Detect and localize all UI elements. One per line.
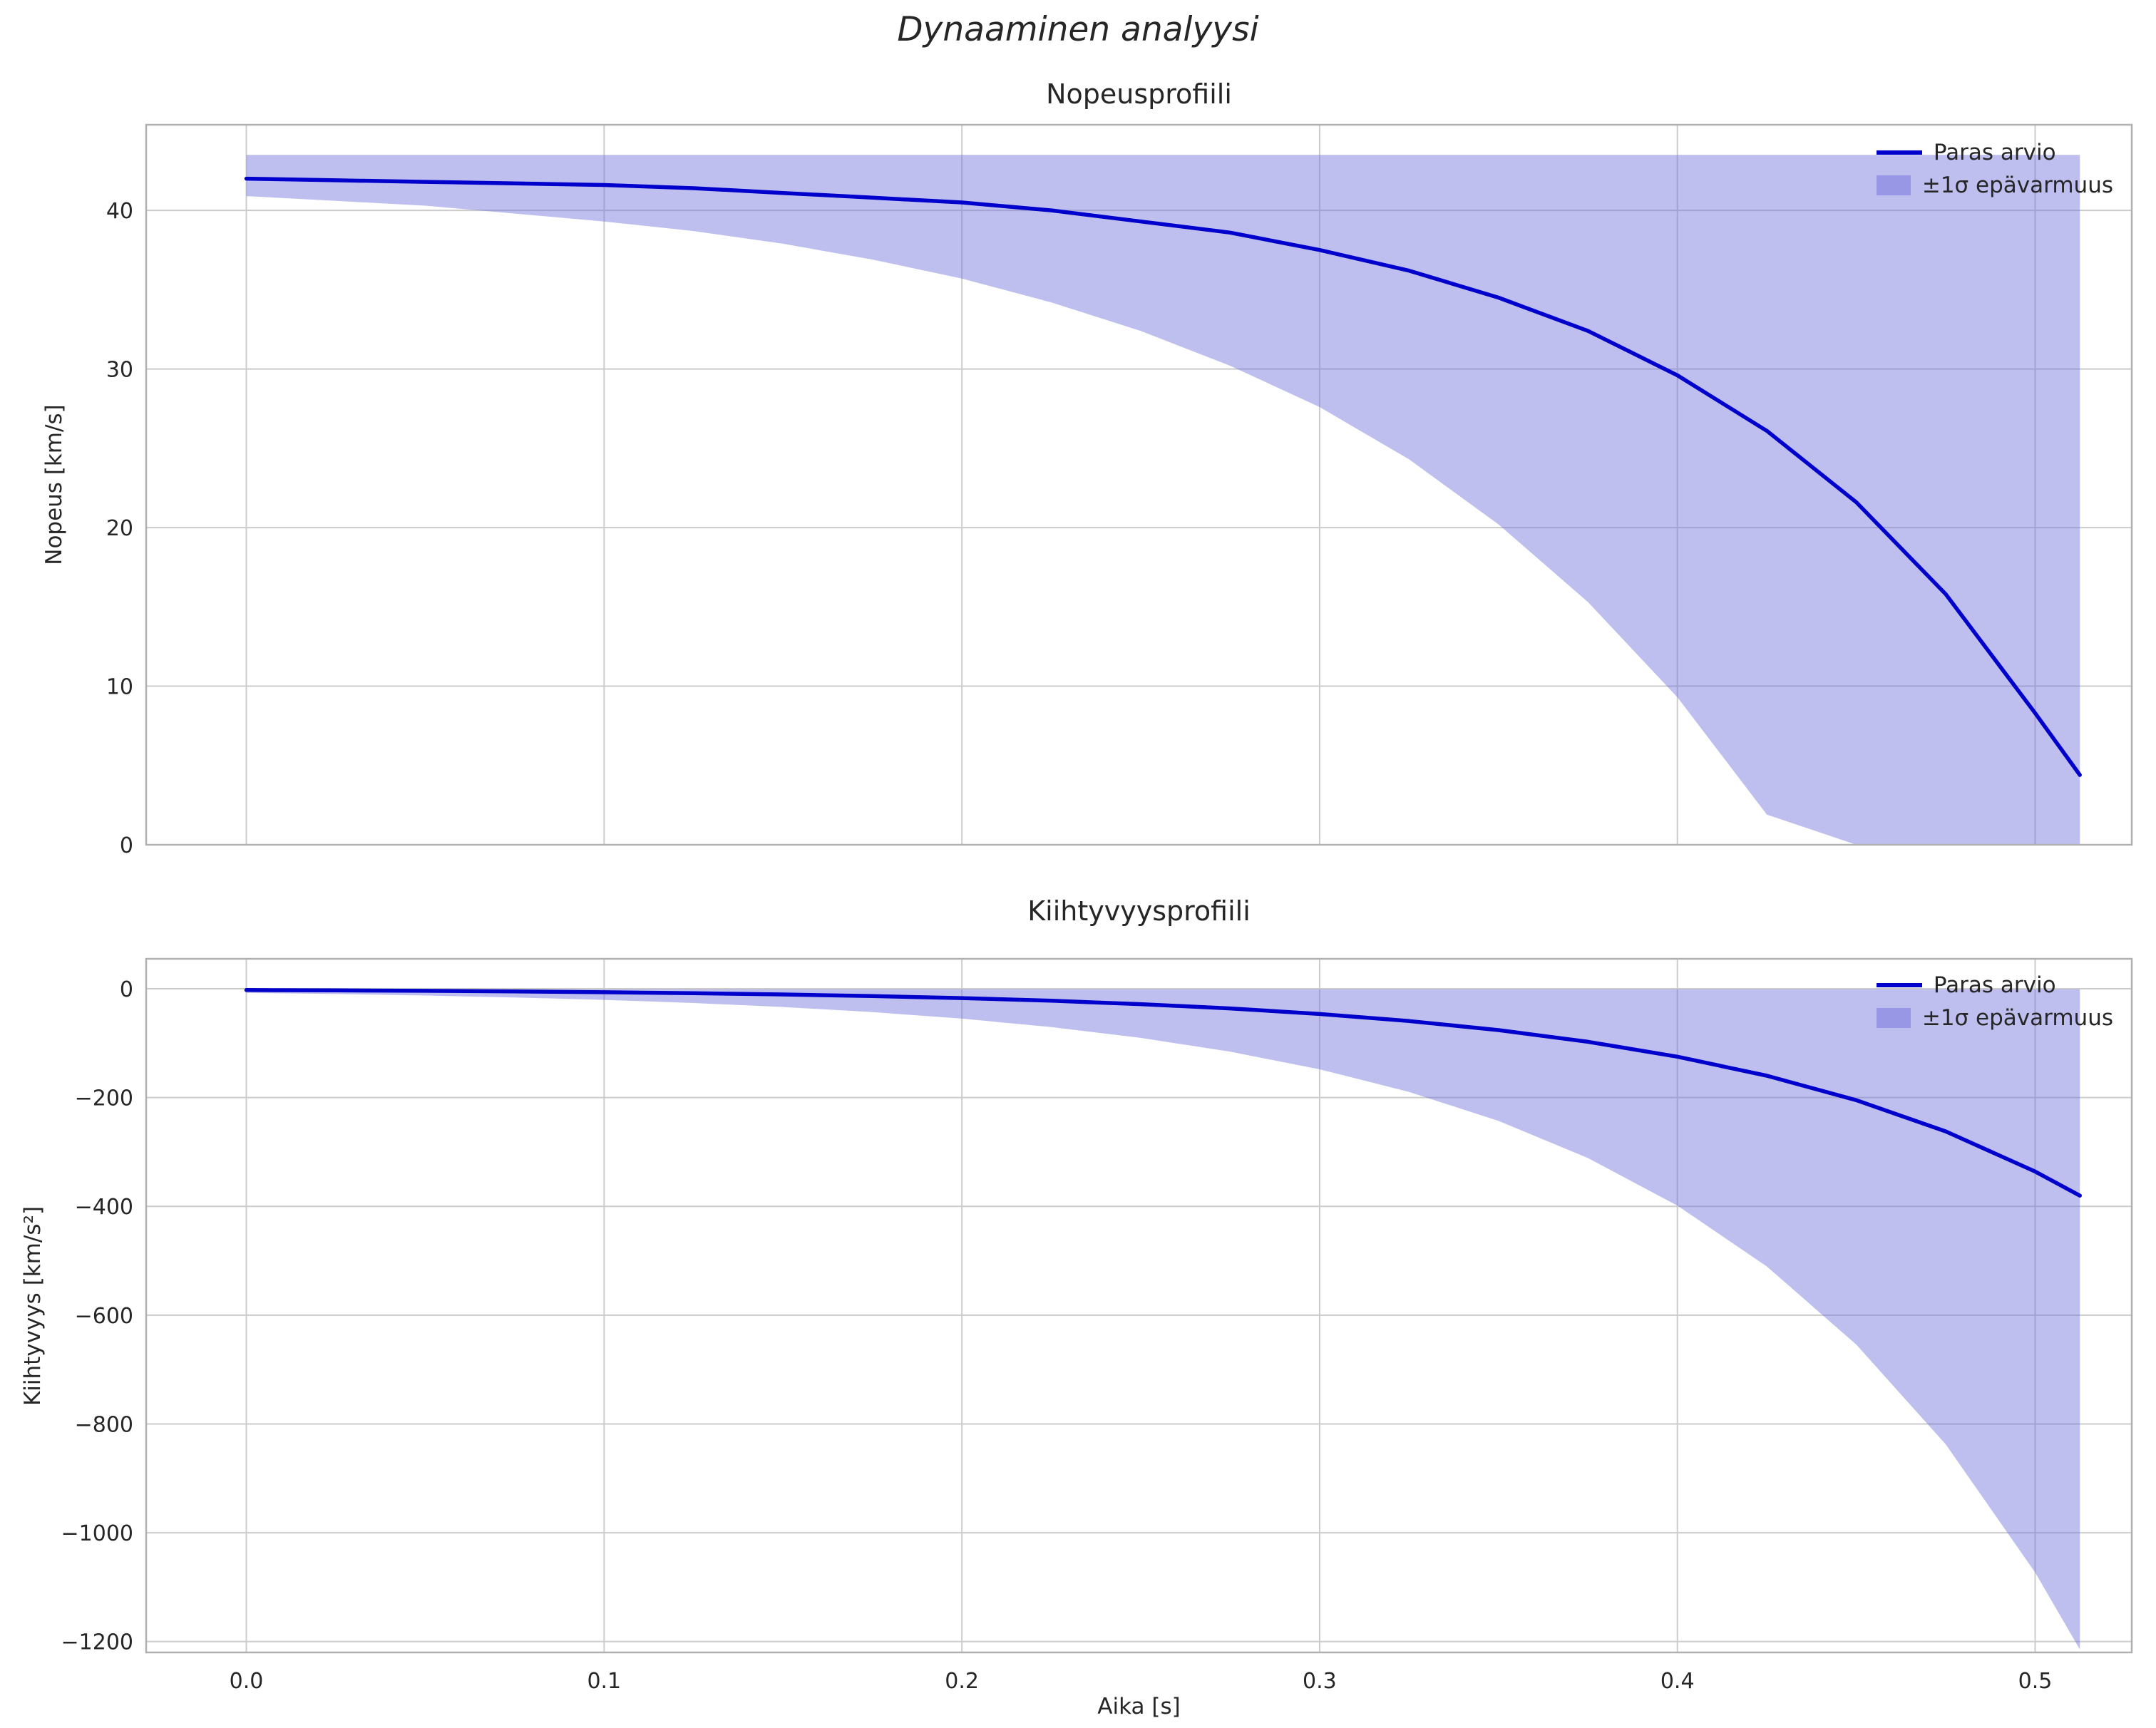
line-sample-icon bbox=[1876, 150, 1922, 155]
svg-text:0.0: 0.0 bbox=[230, 1669, 264, 1694]
svg-text:−200: −200 bbox=[75, 1086, 133, 1111]
svg-text:0.4: 0.4 bbox=[1660, 1669, 1695, 1694]
svg-text:−600: −600 bbox=[75, 1304, 133, 1329]
legend-item-best-estimate: Paras arvio bbox=[1876, 972, 2056, 998]
figure-title: Dynaaminen analyysi bbox=[897, 10, 1259, 49]
velocity-chart-legend: Paras arvio ±1σ epävarmuus bbox=[1876, 140, 2113, 198]
svg-text:0.2: 0.2 bbox=[945, 1669, 979, 1694]
svg-text:0.3: 0.3 bbox=[1303, 1669, 1337, 1694]
svg-text:0.1: 0.1 bbox=[587, 1669, 621, 1694]
svg-text:−1000: −1000 bbox=[61, 1521, 133, 1546]
svg-text:0: 0 bbox=[120, 833, 133, 858]
acceleration-chart-legend: Paras arvio ±1σ epävarmuus bbox=[1876, 972, 2113, 1031]
legend-label-uncertainty: ±1σ epävarmuus bbox=[1921, 173, 2113, 198]
acceleration-chart-title: Kiihtyvyysprofiili bbox=[1027, 895, 1251, 927]
svg-text:30: 30 bbox=[106, 358, 133, 383]
velocity-chart-title: Nopeusprofiili bbox=[1046, 78, 1232, 110]
svg-text:−1200: −1200 bbox=[61, 1630, 133, 1655]
legend-item-uncertainty: ±1σ epävarmuus bbox=[1876, 1005, 2113, 1031]
svg-text:40: 40 bbox=[106, 199, 133, 224]
legend-label-uncertainty: ±1σ epävarmuus bbox=[1921, 1005, 2113, 1031]
svg-text:20: 20 bbox=[106, 516, 133, 541]
band-sample-icon bbox=[1876, 1008, 1911, 1028]
x-axis-label: Aika [s] bbox=[1097, 1694, 1181, 1719]
line-sample-icon bbox=[1876, 983, 1922, 987]
svg-text:0: 0 bbox=[120, 977, 133, 1002]
legend-item-best-estimate: Paras arvio bbox=[1876, 140, 2056, 165]
band-sample-icon bbox=[1876, 175, 1911, 195]
svg-text:0.5: 0.5 bbox=[2018, 1669, 2053, 1694]
svg-text:−800: −800 bbox=[75, 1412, 133, 1437]
legend-label-best-estimate: Paras arvio bbox=[1933, 972, 2056, 998]
legend-item-uncertainty: ±1σ epävarmuus bbox=[1876, 173, 2113, 198]
legend-label-best-estimate: Paras arvio bbox=[1933, 140, 2056, 165]
svg-text:−400: −400 bbox=[75, 1195, 133, 1220]
svg-text:10: 10 bbox=[106, 675, 133, 700]
